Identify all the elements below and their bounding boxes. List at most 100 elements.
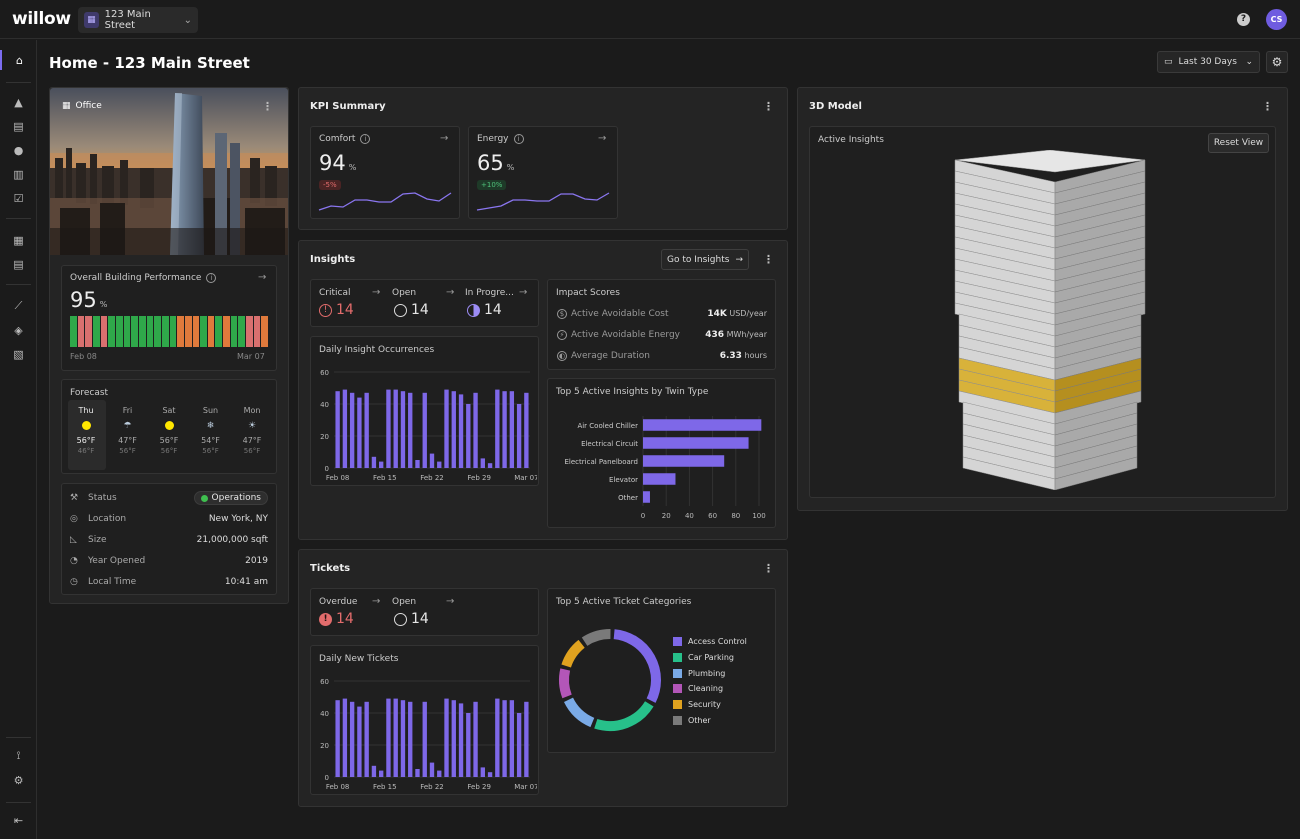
legend-item[interactable]: Car Parking xyxy=(673,652,734,662)
integrations-icon[interactable]: ⟟ xyxy=(16,749,21,762)
bar[interactable] xyxy=(444,698,449,777)
arrow-right-icon[interactable]: → xyxy=(258,272,267,283)
clipboard-icon[interactable]: ▥ xyxy=(13,167,24,181)
floor-right-face[interactable] xyxy=(1054,456,1138,490)
3d-building-model[interactable] xyxy=(940,150,1160,490)
bar[interactable] xyxy=(495,389,500,468)
legend-item[interactable]: Cleaning xyxy=(673,684,723,694)
arrow-right-icon[interactable]: → xyxy=(519,287,528,298)
bar[interactable] xyxy=(466,404,471,468)
home-icon[interactable]: ⌂ xyxy=(0,50,37,70)
bar[interactable] xyxy=(422,701,427,777)
trend-icon[interactable]: ⟋ xyxy=(14,299,23,312)
bar[interactable] xyxy=(643,455,725,467)
dashboard-icon[interactable]: ▦ xyxy=(13,233,24,247)
info-icon[interactable]: i xyxy=(513,134,524,144)
comfort-kpi-card[interactable] xyxy=(310,126,460,219)
bar[interactable] xyxy=(371,456,377,468)
bar[interactable] xyxy=(400,391,406,468)
legend-item[interactable]: Security xyxy=(673,700,721,710)
arrow-right-icon[interactable]: → xyxy=(372,287,381,298)
bar[interactable] xyxy=(379,770,384,777)
bar[interactable] xyxy=(408,392,413,468)
go-to-insights-button[interactable]: Go to Insights → xyxy=(661,249,749,270)
help-icon[interactable]: ? xyxy=(1237,13,1250,26)
more-options-icon[interactable]: ⋮ xyxy=(262,100,273,113)
bar[interactable] xyxy=(516,713,522,777)
open-count[interactable]: 14 xyxy=(394,302,429,318)
info-icon[interactable]: i xyxy=(360,134,371,144)
bar[interactable] xyxy=(516,404,522,468)
floor-right-face[interactable] xyxy=(1054,302,1146,337)
bar[interactable] xyxy=(487,772,493,777)
date-range-selector[interactable]: ▭ Last 30 Days ⌄ xyxy=(1157,51,1260,73)
legend-item[interactable]: Access Control xyxy=(673,637,747,646)
collapse-icon[interactable]: ⇤ xyxy=(13,813,24,827)
bar[interactable] xyxy=(466,713,471,777)
legend-item[interactable]: Plumbing xyxy=(673,668,725,678)
donut-slice[interactable] xyxy=(581,629,611,646)
bar[interactable] xyxy=(415,769,420,777)
bar[interactable] xyxy=(502,700,507,777)
ticket-open-count[interactable]: 14 xyxy=(394,611,429,627)
bar[interactable] xyxy=(371,765,377,777)
document-icon[interactable]: ▤ xyxy=(13,119,24,133)
site-selector[interactable]: ▦ 123 Main Street ⌄ xyxy=(78,7,198,33)
bar[interactable] xyxy=(335,391,340,468)
bar[interactable] xyxy=(357,397,362,468)
settings-button[interactable]: ⚙ xyxy=(1266,51,1288,73)
bar[interactable] xyxy=(349,701,355,777)
bar[interactable] xyxy=(400,700,406,777)
bar[interactable] xyxy=(437,770,442,777)
bar[interactable] xyxy=(643,473,676,485)
bar[interactable] xyxy=(473,701,478,777)
bar[interactable] xyxy=(357,706,362,777)
donut-slice[interactable] xyxy=(561,639,585,668)
more-options-icon[interactable]: ⋮ xyxy=(1262,100,1273,113)
bar[interactable] xyxy=(386,698,391,777)
reset-view-button[interactable]: Reset View xyxy=(1208,133,1269,153)
bar[interactable] xyxy=(437,461,442,468)
bar[interactable] xyxy=(408,701,413,777)
bar[interactable] xyxy=(451,391,456,468)
bar[interactable] xyxy=(502,391,507,468)
legend-item[interactable]: Other xyxy=(673,716,711,725)
map-icon[interactable]: ▧ xyxy=(13,347,24,361)
energy-kpi-card[interactable] xyxy=(468,126,618,219)
floor-right-face[interactable] xyxy=(1054,390,1142,425)
bar[interactable] xyxy=(444,389,449,468)
bar[interactable] xyxy=(643,437,749,449)
bar[interactable] xyxy=(342,698,348,777)
bar[interactable] xyxy=(422,392,427,468)
bar[interactable] xyxy=(342,389,348,468)
bar[interactable] xyxy=(458,394,464,468)
bar[interactable] xyxy=(643,419,762,431)
bar[interactable] xyxy=(458,703,464,777)
bar[interactable] xyxy=(393,698,398,777)
bar[interactable] xyxy=(364,701,369,777)
arrow-right-icon[interactable]: → xyxy=(446,287,455,298)
critical-label[interactable]: Critical xyxy=(319,288,351,298)
bar[interactable] xyxy=(509,700,515,777)
bar[interactable] xyxy=(643,491,650,503)
bar[interactable] xyxy=(480,458,485,468)
donut-slice[interactable] xyxy=(559,668,572,699)
donut-slice[interactable] xyxy=(563,697,595,728)
critical-count[interactable]: ! 14 xyxy=(319,302,354,318)
avatar[interactable]: CS xyxy=(1266,9,1287,30)
bar[interactable] xyxy=(379,461,384,468)
bar[interactable] xyxy=(349,392,355,468)
bar[interactable] xyxy=(429,453,435,468)
in-progress-count[interactable]: 14 xyxy=(467,302,502,318)
bar[interactable] xyxy=(415,460,420,468)
report-icon[interactable]: ▤ xyxy=(13,257,24,271)
bar[interactable] xyxy=(451,700,456,777)
ticket-open-label[interactable]: Open xyxy=(392,597,417,607)
arrow-right-icon[interactable]: → xyxy=(440,133,449,144)
overdue-label[interactable]: Overdue xyxy=(319,597,358,607)
bar[interactable] xyxy=(386,389,391,468)
settings-icon[interactable]: ⚙ xyxy=(13,773,24,787)
arrow-right-icon[interactable]: → xyxy=(446,596,455,607)
bar[interactable] xyxy=(364,392,369,468)
bar[interactable] xyxy=(473,392,478,468)
